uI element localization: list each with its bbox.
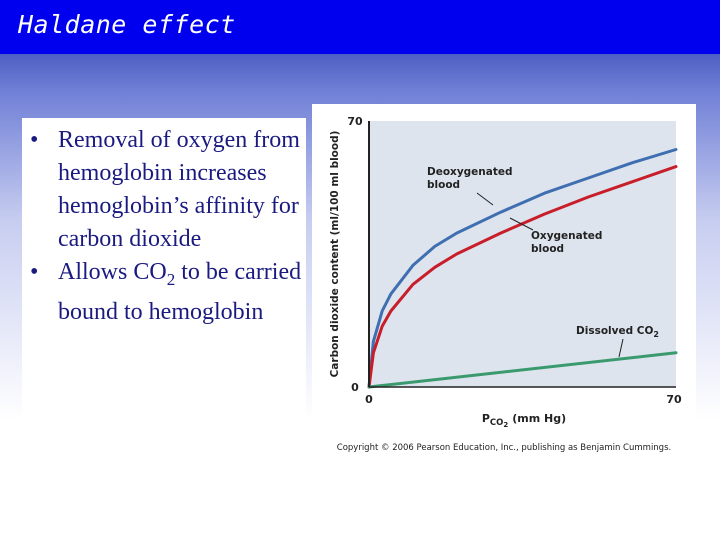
- x-tick-label: 70: [666, 393, 682, 406]
- oxygenated-blood-line: [367, 165, 678, 389]
- deoxygenated-label: blood: [427, 179, 460, 191]
- bullet-item: • Removal of oxygen from hemoglobin incr…: [30, 124, 306, 256]
- y-tick-label: 70: [347, 115, 363, 128]
- plot-background: [369, 121, 676, 387]
- copyright-caption: Copyright © 2006 Pearson Education, Inc.…: [337, 443, 671, 453]
- x-axis-title-main: P: [482, 412, 490, 425]
- bullet-text: Removal of oxygen from hemoglobin increa…: [58, 127, 300, 252]
- dissolved-label-main: Dissolved CO: [576, 325, 653, 337]
- oxygenated-label: blood: [531, 243, 564, 255]
- bullet-list: • Removal of oxygen from hemoglobin incr…: [22, 118, 306, 329]
- x-axis-title: PCO2 (mm Hg): [482, 412, 566, 429]
- deoxygenated-leader-line: [476, 192, 494, 206]
- figure-box: 70 0 0 70 Carbon dioxide content (ml/100…: [312, 104, 696, 462]
- bullet-marker: •: [30, 127, 39, 153]
- slide-title: Haldane effect: [18, 10, 236, 39]
- title-bar: Haldane effect: [0, 0, 720, 54]
- chart: 70 0 0 70 Carbon dioxide content (ml/100…: [329, 115, 682, 453]
- bullet-text: Allows CO: [58, 259, 167, 285]
- x-axis-title-subsub: 2: [503, 421, 508, 429]
- dissolved-label-sub: 2: [653, 330, 659, 339]
- x-axis-title-sub: CO: [490, 418, 503, 428]
- dissolved-label: Dissolved CO2: [576, 325, 659, 339]
- bullet-subscript: 2: [166, 269, 176, 289]
- bullet-item: • Allows CO2 to be carried bound to hemo…: [30, 256, 306, 329]
- x-axis-title-units: (mm Hg): [512, 412, 566, 425]
- bullet-text-box: • Removal of oxygen from hemoglobin incr…: [22, 118, 306, 428]
- deoxygenated-blood-line: [367, 148, 678, 389]
- x-tick-label: 0: [365, 393, 373, 406]
- bullet-text-continued: to be carried bound to hemoglobin: [58, 259, 302, 325]
- dissolved-co2-line: [367, 351, 678, 389]
- y-tick-label: 0: [351, 381, 359, 394]
- y-axis-title: Carbon dioxide content (ml/100 ml blood): [329, 131, 341, 378]
- deoxygenated-label: Deoxygenated: [427, 166, 513, 178]
- oxygenated-leader-line: [509, 217, 534, 231]
- oxygenated-label: Oxygenated: [531, 230, 602, 242]
- bullet-marker: •: [30, 259, 39, 285]
- series-layer: [367, 148, 678, 389]
- dissolved-leader-line: [618, 338, 624, 358]
